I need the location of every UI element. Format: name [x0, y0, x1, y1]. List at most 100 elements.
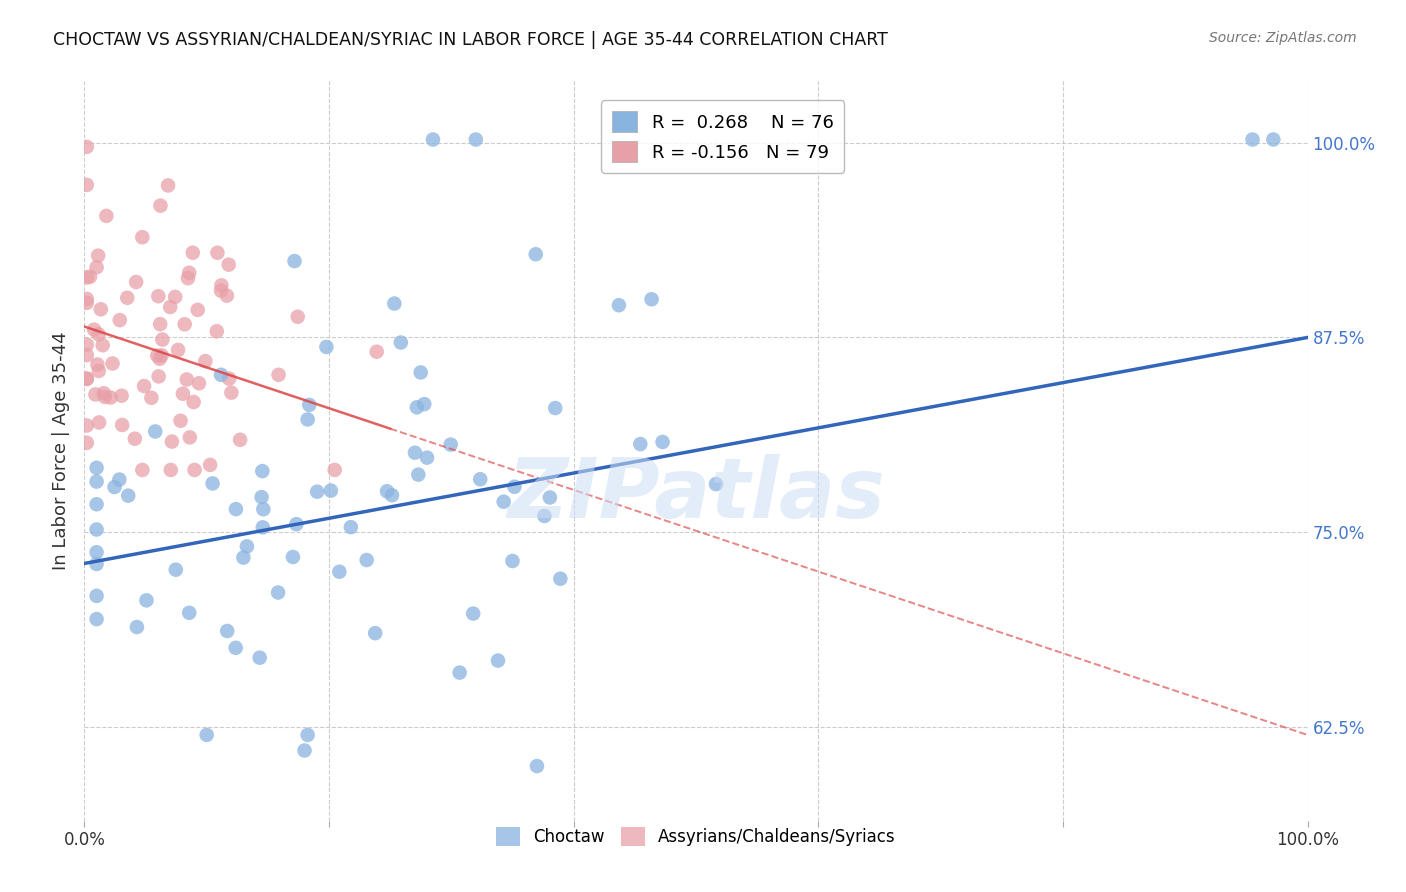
Point	[76, 292, 98, 306]
Point	[315, 340, 337, 354]
Point	[76, 337, 98, 351]
Point	[221, 385, 243, 400]
Point	[651, 434, 673, 449]
Point	[503, 480, 526, 494]
Point	[229, 433, 252, 447]
Point	[364, 626, 387, 640]
Point	[218, 371, 240, 385]
Point	[183, 463, 205, 477]
Point	[366, 344, 388, 359]
Point	[205, 324, 228, 338]
Point	[217, 624, 239, 638]
Point	[389, 335, 412, 350]
Point	[249, 650, 271, 665]
Y-axis label: In Labor Force | Age 35-44: In Labor Force | Age 35-44	[52, 331, 70, 570]
Point	[169, 414, 191, 428]
Point	[76, 178, 98, 192]
Point	[404, 446, 426, 460]
Point	[294, 743, 316, 757]
Point	[131, 230, 153, 244]
Point	[177, 271, 200, 285]
Point	[165, 563, 187, 577]
Point	[86, 497, 108, 511]
Point	[287, 310, 309, 324]
Point	[149, 317, 172, 331]
Point	[87, 364, 110, 378]
Point	[201, 476, 224, 491]
Point	[607, 298, 630, 312]
Point	[209, 284, 232, 298]
Point	[86, 523, 108, 537]
Point	[194, 354, 217, 368]
Point	[117, 291, 139, 305]
Point	[1241, 132, 1264, 146]
Point	[76, 140, 98, 154]
Point	[252, 502, 274, 516]
Point	[195, 728, 218, 742]
Point	[76, 435, 98, 450]
Point	[297, 728, 319, 742]
Point	[176, 372, 198, 386]
Point	[149, 351, 172, 366]
Point	[93, 386, 115, 401]
Point	[285, 517, 308, 532]
Point	[408, 467, 430, 482]
Point	[86, 475, 108, 489]
Point	[319, 483, 342, 498]
Point	[550, 572, 572, 586]
Point	[533, 508, 555, 523]
Point	[375, 484, 398, 499]
Point	[307, 484, 329, 499]
Text: Source: ZipAtlas.com: Source: ZipAtlas.com	[1209, 31, 1357, 45]
Point	[252, 464, 274, 478]
Point	[183, 395, 205, 409]
Point	[179, 430, 201, 444]
Point	[125, 620, 148, 634]
Point	[413, 397, 436, 411]
Point	[94, 390, 117, 404]
Point	[297, 412, 319, 426]
Point	[86, 260, 108, 275]
Point	[103, 480, 125, 494]
Point	[76, 296, 98, 310]
Point	[160, 434, 183, 449]
Point	[328, 565, 350, 579]
Point	[159, 463, 181, 477]
Point	[148, 369, 170, 384]
Point	[544, 401, 567, 415]
Point	[83, 323, 105, 337]
Text: ZIPatlas: ZIPatlas	[508, 454, 884, 535]
Point	[704, 477, 727, 491]
Point	[628, 437, 651, 451]
Point	[76, 371, 98, 385]
Point	[87, 416, 110, 430]
Point	[215, 288, 238, 302]
Point	[198, 458, 221, 472]
Point	[100, 391, 122, 405]
Point	[356, 553, 378, 567]
Point	[340, 520, 363, 534]
Point	[86, 589, 108, 603]
Point	[108, 313, 131, 327]
Point	[87, 249, 110, 263]
Point	[281, 549, 304, 564]
Point	[207, 245, 229, 260]
Point	[225, 502, 247, 516]
Point	[283, 254, 305, 268]
Point	[143, 425, 166, 439]
Point	[486, 654, 509, 668]
Point	[79, 269, 101, 284]
Point	[640, 292, 662, 306]
Point	[110, 389, 132, 403]
Point	[76, 270, 98, 285]
Point	[165, 290, 187, 304]
Point	[406, 401, 429, 415]
Point	[225, 640, 247, 655]
Point	[167, 343, 190, 357]
Point	[111, 417, 134, 432]
Point	[298, 398, 321, 412]
Point	[131, 463, 153, 477]
Point	[86, 460, 108, 475]
Point	[146, 349, 169, 363]
Point	[157, 178, 180, 193]
